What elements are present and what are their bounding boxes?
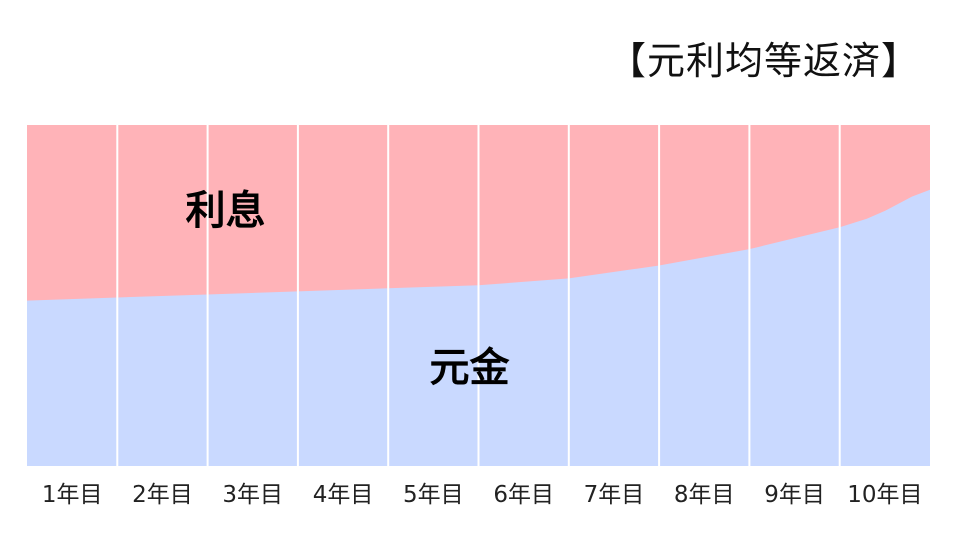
x-tick-label: 6年目 <box>493 482 554 508</box>
x-tick-label: 3年目 <box>222 482 283 508</box>
interest-series-label: 利息 <box>186 188 266 234</box>
principal-series-label: 元金 <box>429 345 510 391</box>
x-axis-tick-labels: 1年目 2年目 3年目 4年目 5年目 6年目 7年目 8年目 9年目 10年目 <box>42 482 923 508</box>
x-tick-label: 2年目 <box>132 482 193 508</box>
x-tick-label: 1年目 <box>42 482 103 508</box>
x-tick-label: 9年目 <box>764 482 825 508</box>
gridlines <box>116 125 841 466</box>
x-tick-label: 10年目 <box>847 482 922 508</box>
x-tick-label: 7年目 <box>584 482 645 508</box>
x-tick-label: 5年目 <box>403 482 464 508</box>
chart-title: 【元利均等返済】 <box>607 39 920 83</box>
x-tick-label: 4年目 <box>313 482 374 508</box>
x-tick-label: 8年目 <box>674 482 735 508</box>
